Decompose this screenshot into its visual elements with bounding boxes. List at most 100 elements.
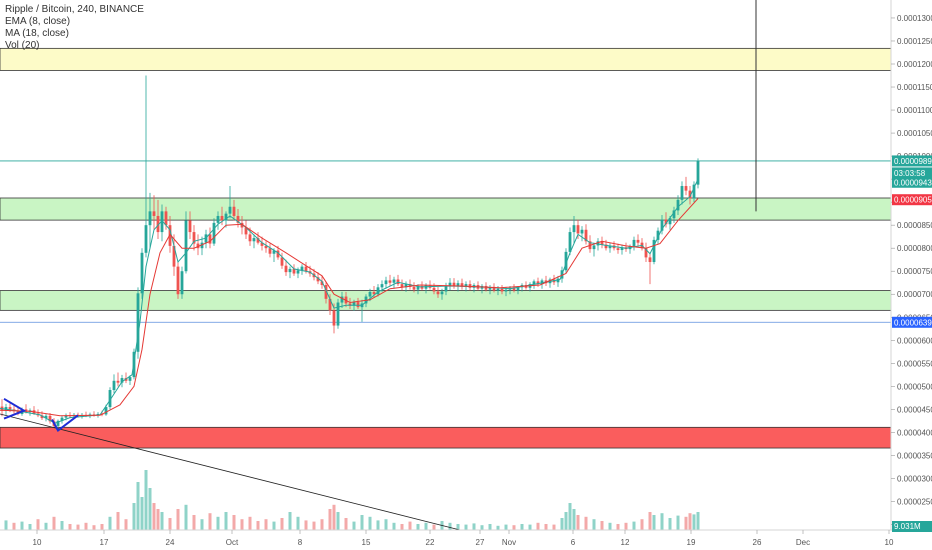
price-tag-bg [892,176,932,188]
candle-body [184,220,188,272]
candle-body [304,266,308,272]
price-axis[interactable]: 0.00013000 0.00012500 0.00012000 0.00011500… [891,14,932,530]
candle-body [632,239,636,247]
candle-body [660,219,664,231]
x-tick-label: 17 [100,538,109,547]
candle-body [272,250,276,254]
y-tick-label: 0.00004000 [897,428,932,437]
volume-bar [224,512,228,530]
volume-bar [520,524,524,530]
candle-body [144,225,148,253]
trendline-2[interactable] [51,414,79,432]
volume-bar [100,524,104,530]
candle-body [112,380,116,391]
volume-bar [400,524,404,530]
x-tick-label: 26 [753,538,762,547]
volume-bar [684,516,688,530]
candle-body [292,268,296,274]
volume-bar [20,521,24,530]
vol-legend[interactable]: Vol (20) [5,40,40,51]
candle-body [244,227,248,235]
candle-body [380,284,384,288]
volume-bar [392,522,396,530]
y-tick-label: 0.00003000 [897,474,932,483]
candle-body [136,293,140,352]
time-axis[interactable]: 10 17 24 Oct 8 15 22 27 Nov 6 12 19 26 Dec 10 [33,530,894,547]
volume-bar [616,524,620,530]
candle-body [92,414,96,416]
volume-bar [176,509,180,530]
trendline-0[interactable] [0,413,461,531]
candle-body [356,302,360,308]
x-tick-label: 24 [166,538,175,547]
volume-bar [296,516,300,530]
zone-1[interactable] [0,197,892,221]
candle-body [64,415,68,418]
candle-body [48,415,52,422]
candle-body [168,225,172,246]
volume-bar [464,524,468,530]
candle-body [284,265,288,273]
candle-body [596,241,600,246]
candle-body [176,266,180,295]
volume-bar [576,515,580,530]
price-tag: 0.00009053 [894,196,932,205]
candle-body [200,242,204,249]
candle-body [580,229,584,234]
indicator-lines [0,178,699,424]
volume-bar [4,520,8,530]
candle-body [148,211,152,226]
candle-body [228,206,232,214]
volume-bar [456,524,460,530]
candle-body [392,279,396,283]
symbol-title[interactable]: Ripple / Bitcoin, 240, BINANCE [5,4,144,15]
candle-body [56,420,60,426]
ma-legend[interactable]: MA (18, close) [5,28,69,39]
y-tick-label: 0.00004500 [897,405,932,414]
ema-legend[interactable]: EMA (8, close) [5,16,71,27]
y-tick-label: 0.00007000 [897,290,932,299]
candle-body [256,238,260,243]
candle-body [536,281,540,285]
candle-body [648,257,652,263]
volume-tag-bg [892,521,932,532]
candle-body [192,232,196,244]
x-tick-label: 12 [621,538,630,547]
candle-body [460,283,464,287]
volume-bar [68,524,72,530]
volume-bar [560,518,564,530]
volume-bar [668,518,672,530]
candle-body [696,160,700,185]
y-tick-label: 0.00012500 [897,37,932,46]
volume-bar [424,522,428,530]
candle-body [60,417,64,421]
candle-body [592,245,596,250]
candle-body [664,219,668,225]
volume-bar [376,520,380,530]
price-tag: 0.00006391 [894,318,932,327]
candle-body [488,286,492,290]
candle-body [688,190,692,199]
candle-body [300,266,304,271]
candle-body [220,215,224,221]
zone-2[interactable] [0,290,892,311]
volume-bar [544,524,548,530]
x-tick-label: 19 [687,538,696,547]
candle-body [264,245,268,249]
volume-bar [504,524,508,530]
y-tick-label: 0.00008500 [897,221,932,230]
volume-bar [156,509,160,530]
volume-bar [572,509,576,530]
trendline-1[interactable] [3,397,27,420]
candle-body [576,225,580,234]
zone-3[interactable] [0,426,892,449]
candle-body [288,268,292,273]
volume-bar [480,525,484,530]
candle-body [164,211,168,226]
y-tick-label: 0.00002500 [897,497,932,506]
volume-bar [552,524,556,530]
candle-body [416,285,420,290]
volume-bar [360,515,364,530]
candle-body [692,184,696,199]
